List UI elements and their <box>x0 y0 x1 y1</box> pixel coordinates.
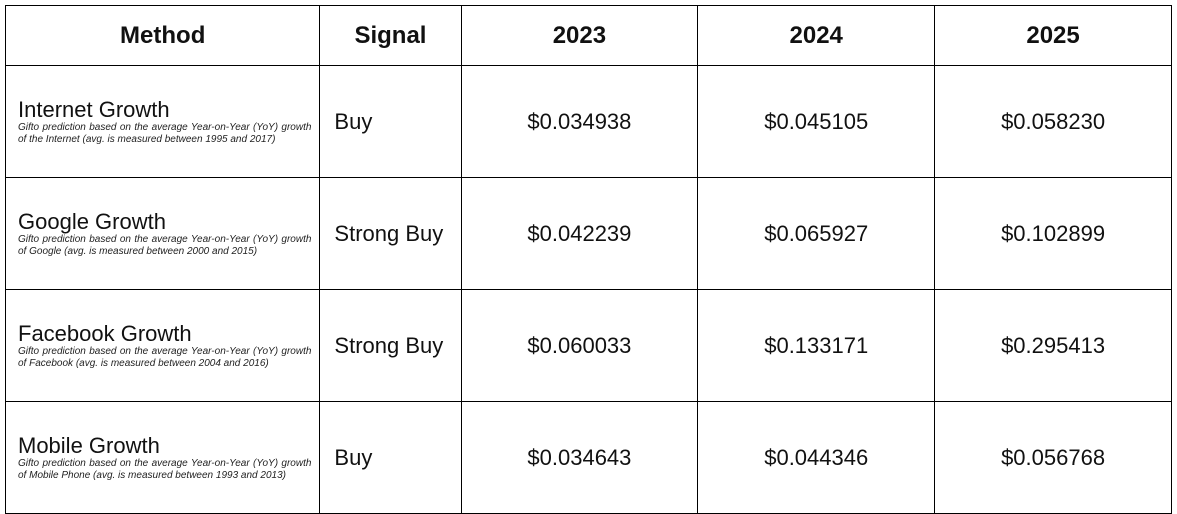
method-description: Gifto prediction based on the average Ye… <box>18 121 312 145</box>
signal-cell: Buy <box>319 401 462 514</box>
method-title: Mobile Growth <box>18 432 160 458</box>
signal-cell: Strong Buy <box>319 289 462 402</box>
method-title: Google Growth <box>18 208 166 234</box>
price-cell-2024: $0.045105 <box>697 65 936 178</box>
price-cell-2023: $0.060033 <box>460 289 699 402</box>
header-method: Method <box>4 5 321 66</box>
header-year-2: 2024 <box>697 5 936 66</box>
method-cell: Internet Growth Gifto prediction based o… <box>4 65 321 178</box>
table-row: Internet Growth Gifto prediction based o… <box>4 65 1172 178</box>
method-cell: Facebook Growth Gifto prediction based o… <box>4 289 321 402</box>
price-cell-2023: $0.042239 <box>460 177 699 290</box>
signal-cell: Buy <box>319 65 462 178</box>
prediction-table: Method Signal 2023 2024 2025 Internet Gr… <box>4 5 1172 514</box>
method-description: Gifto prediction based on the average Ye… <box>18 457 312 481</box>
table-row: Mobile Growth Gifto prediction based on … <box>4 401 1172 514</box>
prediction-table-container: Method Signal 2023 2024 2025 Internet Gr… <box>4 5 1172 514</box>
table-row: Google Growth Gifto prediction based on … <box>4 177 1172 290</box>
price-cell-2025: $0.102899 <box>934 177 1172 290</box>
header-year-1: 2023 <box>460 5 699 66</box>
method-cell: Mobile Growth Gifto prediction based on … <box>4 401 321 514</box>
method-cell: Google Growth Gifto prediction based on … <box>4 177 321 290</box>
table-header-row: Method Signal 2023 2024 2025 <box>4 5 1172 66</box>
header-year-3: 2025 <box>934 5 1172 66</box>
method-description: Gifto prediction based on the average Ye… <box>18 233 312 257</box>
method-title: Internet Growth <box>18 96 170 122</box>
price-cell-2024: $0.133171 <box>697 289 936 402</box>
signal-cell: Strong Buy <box>319 177 462 290</box>
price-cell-2025: $0.058230 <box>934 65 1172 178</box>
price-cell-2023: $0.034938 <box>460 65 699 178</box>
table-row: Facebook Growth Gifto prediction based o… <box>4 289 1172 402</box>
price-cell-2024: $0.044346 <box>697 401 936 514</box>
method-description: Gifto prediction based on the average Ye… <box>18 345 312 369</box>
header-signal: Signal <box>319 5 462 66</box>
price-cell-2025: $0.295413 <box>934 289 1172 402</box>
price-cell-2023: $0.034643 <box>460 401 699 514</box>
price-cell-2025: $0.056768 <box>934 401 1172 514</box>
method-title: Facebook Growth <box>18 320 192 346</box>
price-cell-2024: $0.065927 <box>697 177 936 290</box>
